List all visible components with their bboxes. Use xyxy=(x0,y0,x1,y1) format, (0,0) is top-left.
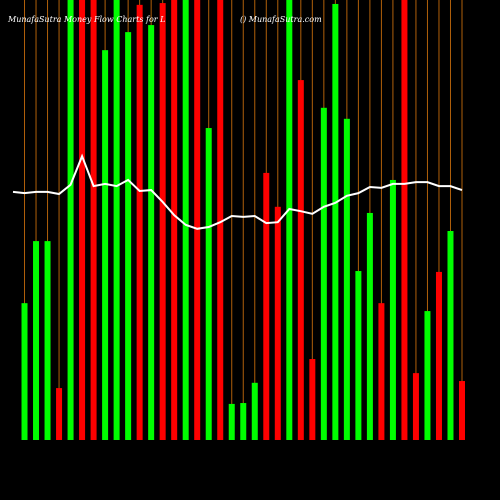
bar xyxy=(194,0,201,440)
bar xyxy=(228,403,235,440)
bar xyxy=(447,231,454,440)
bar xyxy=(240,403,247,440)
bar xyxy=(44,241,51,440)
bar xyxy=(171,0,178,440)
chart-title: MunafaSutra Money Flow Charts for L xyxy=(7,15,165,24)
bar xyxy=(435,271,442,440)
bar xyxy=(320,107,327,441)
bar xyxy=(355,271,362,440)
plot xyxy=(12,0,465,441)
bar xyxy=(274,206,281,440)
bar xyxy=(459,381,465,440)
bar xyxy=(286,0,293,440)
bar xyxy=(217,0,224,440)
bar xyxy=(102,50,109,440)
bar xyxy=(148,25,155,441)
bar xyxy=(159,3,166,441)
bar xyxy=(205,128,212,441)
bar xyxy=(378,303,385,440)
bar xyxy=(401,0,408,440)
bar xyxy=(343,118,350,441)
bar xyxy=(389,179,396,440)
bar xyxy=(33,241,40,440)
bar xyxy=(366,212,373,440)
bar xyxy=(56,388,63,440)
bar xyxy=(125,32,132,441)
bar xyxy=(297,80,304,440)
bar xyxy=(136,4,143,441)
bar xyxy=(412,373,419,440)
bar xyxy=(251,382,258,440)
chart-subtitle: () MunafaSutra.com xyxy=(240,15,322,24)
bar xyxy=(263,172,270,441)
bar xyxy=(113,0,120,440)
bar xyxy=(79,0,86,440)
bar xyxy=(67,0,74,440)
money-flow-line xyxy=(12,153,463,230)
bar xyxy=(90,0,97,440)
bar xyxy=(332,3,339,441)
bar xyxy=(309,359,316,440)
bar xyxy=(21,303,28,440)
bar xyxy=(182,0,189,440)
bar xyxy=(424,311,431,440)
